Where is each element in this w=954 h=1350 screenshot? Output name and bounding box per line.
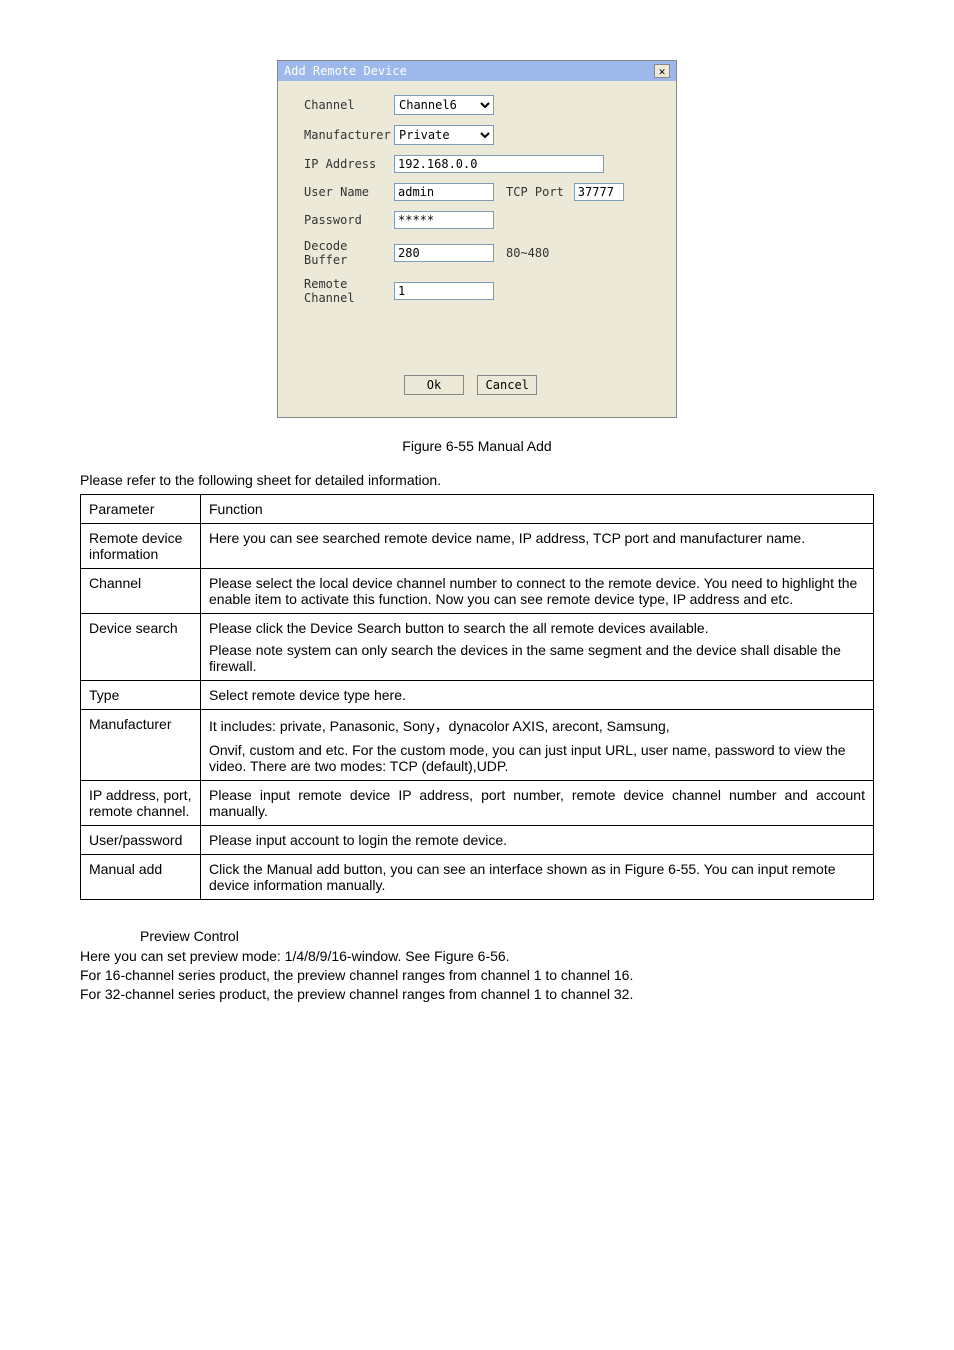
decode-range: 80~480 bbox=[506, 246, 549, 260]
table-row: ChannelPlease select the local device ch… bbox=[81, 569, 874, 614]
preview-control-section: Preview Control Here you can set preview… bbox=[80, 928, 874, 1002]
tcp-port-label: TCP Port bbox=[506, 185, 564, 199]
section-line: For 16-channel series product, the previ… bbox=[80, 967, 874, 983]
add-remote-device-dialog: Add Remote Device ✕ Channel Channel6 Man… bbox=[277, 60, 677, 418]
decode-input[interactable] bbox=[394, 244, 494, 262]
decode-label: Decode Buffer bbox=[294, 239, 394, 267]
param-cell: User/password bbox=[81, 826, 201, 855]
dialog-titlebar: Add Remote Device ✕ bbox=[278, 61, 676, 81]
channel-select[interactable]: Channel6 bbox=[394, 95, 494, 115]
dialog-title-text: Add Remote Device bbox=[284, 64, 407, 78]
remote-ch-input[interactable] bbox=[394, 282, 494, 300]
param-cell: Manufacturer bbox=[81, 710, 201, 781]
section-line: Here you can set preview mode: 1/4/8/9/1… bbox=[80, 948, 874, 964]
intro-text: Please refer to the following sheet for … bbox=[80, 472, 874, 488]
table-row: ManufacturerIt includes: private, Panaso… bbox=[81, 710, 874, 781]
close-icon[interactable]: ✕ bbox=[654, 64, 670, 78]
function-cell: Please input remote device IP address, p… bbox=[201, 781, 874, 826]
remote-ch-label: Remote Channel bbox=[294, 277, 394, 305]
table-row: Device searchPlease click the Device Sea… bbox=[81, 614, 874, 681]
function-cell: Select remote device type here. bbox=[201, 681, 874, 710]
user-label: User Name bbox=[294, 185, 394, 199]
user-input[interactable] bbox=[394, 183, 494, 201]
table-row: Remote device informationHere you can se… bbox=[81, 524, 874, 569]
password-label: Password bbox=[294, 213, 394, 227]
param-cell: Type bbox=[81, 681, 201, 710]
function-cell: Click the Manual add button, you can see… bbox=[201, 855, 874, 900]
function-cell: Please input account to login the remote… bbox=[201, 826, 874, 855]
channel-label: Channel bbox=[294, 98, 394, 112]
table-row: User/passwordPlease input account to log… bbox=[81, 826, 874, 855]
param-cell: Channel bbox=[81, 569, 201, 614]
manufacturer-label: Manufacturer bbox=[294, 128, 394, 142]
section-line: For 32-channel series product, the previ… bbox=[80, 986, 874, 1002]
tcp-port-input[interactable] bbox=[574, 183, 624, 201]
ip-input[interactable] bbox=[394, 155, 604, 173]
figure-caption: Figure 6-55 Manual Add bbox=[80, 438, 874, 454]
table-row: IP address, port, remote channel.Please … bbox=[81, 781, 874, 826]
table-row: TypeSelect remote device type here. bbox=[81, 681, 874, 710]
table-row: Manual addClick the Manual add button, y… bbox=[81, 855, 874, 900]
section-title: Preview Control bbox=[140, 928, 874, 944]
parameter-table: Parameter Function Remote device informa… bbox=[80, 494, 874, 900]
param-cell: IP address, port, remote channel. bbox=[81, 781, 201, 826]
param-cell: Device search bbox=[81, 614, 201, 681]
table-header-function: Function bbox=[201, 495, 874, 524]
param-cell: Manual add bbox=[81, 855, 201, 900]
dialog-body: Channel Channel6 Manufacturer Private IP… bbox=[278, 81, 676, 417]
cancel-button[interactable]: Cancel bbox=[477, 375, 537, 395]
function-cell: Here you can see searched remote device … bbox=[201, 524, 874, 569]
function-cell: Please select the local device channel n… bbox=[201, 569, 874, 614]
ip-label: IP Address bbox=[294, 157, 394, 171]
ok-button[interactable]: Ok bbox=[404, 375, 464, 395]
password-input[interactable] bbox=[394, 211, 494, 229]
manufacturer-select[interactable]: Private bbox=[394, 125, 494, 145]
function-cell: It includes: private, Panasonic, Sony，dy… bbox=[201, 710, 874, 781]
table-header-parameter: Parameter bbox=[81, 495, 201, 524]
function-cell: Please click the Device Search button to… bbox=[201, 614, 874, 681]
param-cell: Remote device information bbox=[81, 524, 201, 569]
